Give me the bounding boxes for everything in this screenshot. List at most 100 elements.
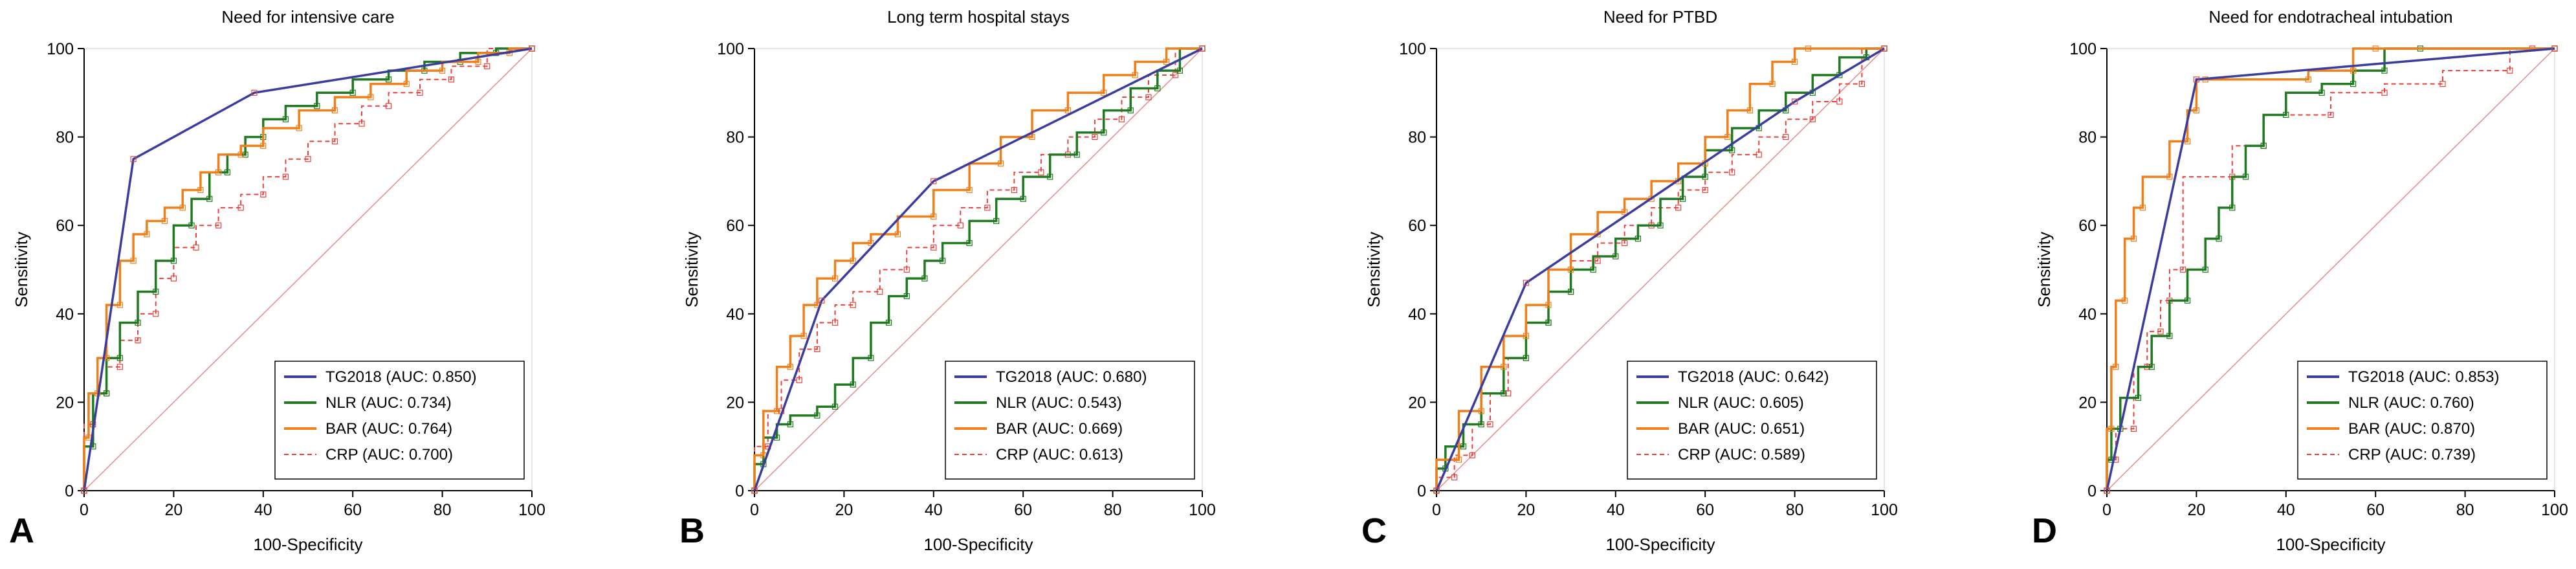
roc-point-crp — [237, 205, 244, 211]
roc-point-bar — [1501, 364, 1507, 370]
roc-point-nlr — [1729, 147, 1735, 153]
y-tick-label: 0 — [65, 482, 74, 500]
legend-label-bar: BAR (AUC: 0.669) — [996, 420, 1123, 438]
legend-label-crp: CRP (AUC: 0.700) — [325, 446, 453, 463]
legend-box — [945, 361, 1195, 480]
legend-label-nlr: NLR (AUC: 0.605) — [1678, 394, 1804, 412]
x-tick-label: 80 — [1104, 501, 1122, 519]
roc-point-bar — [260, 142, 267, 149]
legend-label-nlr: NLR (AUC: 0.760) — [2348, 394, 2474, 412]
legend: TG2018 (AUC: 0.680) NLR (AUC: 0.543) BAR (… — [945, 361, 1195, 480]
roc-point-crp — [1858, 81, 1865, 87]
roc-curve-nlr — [2106, 47, 2555, 491]
legend-label-nlr: NLR (AUC: 0.734) — [325, 394, 452, 412]
roc-point-crp — [385, 103, 392, 109]
roc-point-nlr — [868, 355, 874, 361]
roc-point-bar — [997, 160, 1004, 167]
roc-point-bar — [1029, 134, 1035, 140]
roc-point-bar — [773, 408, 780, 414]
roc-point-tg2018 — [2551, 45, 2558, 52]
roc-point-crp — [930, 244, 937, 251]
roc-point-crp — [1675, 205, 1682, 211]
roc-point-nlr — [2260, 142, 2267, 149]
roc-point-bar — [831, 275, 839, 282]
chart-title: Need for intensive care — [221, 7, 394, 27]
legend-label-tg2018: TG2018 (AUC: 0.680) — [996, 368, 1147, 386]
roc-point-nlr — [966, 240, 973, 247]
roc-point-bar — [1545, 302, 1552, 308]
roc-point-crp — [484, 63, 490, 69]
roc-point-crp — [903, 266, 910, 273]
reference-diagonal — [754, 48, 1203, 491]
roc-curve-nlr — [753, 47, 1202, 491]
roc-point-tg2018 — [930, 178, 937, 184]
y-tick-label: 20 — [1408, 394, 1426, 412]
roc-point-crp — [135, 337, 141, 344]
reference-diagonal — [83, 48, 533, 491]
roc-point-crp — [2381, 89, 2388, 96]
roc-point-nlr — [104, 390, 110, 397]
legend-label-bar: BAR (AUC: 0.764) — [325, 420, 452, 438]
roc-point-nlr — [1613, 253, 1619, 260]
x-tick-label: 0 — [1432, 501, 1441, 519]
x-tick-label: 60 — [344, 501, 362, 519]
roc-point-bar — [2122, 297, 2128, 304]
roc-point-crp — [2507, 67, 2513, 74]
roc-point-bar — [403, 81, 410, 87]
roc-point-nlr — [885, 319, 892, 326]
roc-point-crp — [282, 173, 289, 180]
roc-point-bar — [2305, 76, 2311, 83]
roc-point-nlr — [993, 218, 1000, 224]
roc-point-bar — [475, 58, 481, 65]
roc-point-bar — [2108, 425, 2115, 432]
x-tick-label: 0 — [80, 501, 89, 519]
y-tick-label: 40 — [1408, 306, 1426, 324]
roc-point-crp — [1594, 258, 1601, 264]
x-tick-label: 100 — [2541, 501, 2568, 519]
roc-point-tg2018 — [81, 487, 87, 494]
roc-point-bar — [161, 218, 168, 224]
roc-point-nlr — [135, 319, 141, 326]
roc-point-tg2018 — [130, 156, 137, 162]
roc-point-bar — [2372, 45, 2379, 52]
roc-point-nlr — [1176, 67, 1183, 74]
y-tick-label: 40 — [56, 306, 74, 324]
roc-point-nlr — [1073, 151, 1080, 158]
roc-point-bar — [1769, 81, 1776, 87]
x-tick-label: 20 — [1517, 501, 1535, 519]
legend-box — [274, 361, 525, 480]
roc-point-tg2018 — [1523, 280, 1529, 286]
x-axis-label: 100-Specificity — [1605, 535, 1715, 554]
roc-point-bar — [1523, 333, 1529, 339]
roc-point-crp — [1702, 186, 1708, 194]
roc-point-bar — [116, 302, 123, 308]
roc-point-crp — [2157, 328, 2164, 335]
roc-point-nlr — [2350, 81, 2357, 87]
roc-point-bar — [800, 333, 807, 339]
roc-point-nlr — [349, 89, 356, 96]
y-tick-label: 40 — [2078, 306, 2097, 324]
roc-point-nlr — [1101, 129, 1107, 136]
roc-point-bar — [1622, 209, 1628, 216]
roc-point-crp — [2180, 266, 2186, 273]
legend: TG2018 (AUC: 0.642) NLR (AUC: 0.605) BAR (… — [1627, 361, 1877, 480]
roc-point-tg2018 — [751, 487, 758, 494]
y-axis-label: Sensitivity — [12, 232, 31, 307]
roc-point-crp — [1469, 452, 1475, 458]
panel-letter: C — [1361, 511, 1387, 550]
legend-label-crp: CRP (AUC: 0.739) — [2348, 446, 2476, 463]
roc-point-bar — [331, 107, 338, 114]
roc-point-bar — [215, 169, 222, 175]
reference-diagonal — [1436, 48, 1885, 491]
roc-point-tg2018 — [1792, 98, 1798, 105]
roc-point-nlr — [787, 421, 793, 428]
roc-point-nlr — [2318, 89, 2325, 96]
roc-point-crp — [984, 205, 991, 211]
roc-point-bar — [197, 186, 204, 194]
panel-d: 0 20 40 60 80 100 0 20 40 60 80 100 Need for endotra… — [2032, 7, 2568, 554]
roc-point-nlr — [2166, 333, 2173, 339]
y-tick-label: 20 — [726, 394, 744, 412]
x-axis-label: 100-Specificity — [253, 535, 362, 554]
roc-point-tg2018 — [1881, 45, 1888, 52]
